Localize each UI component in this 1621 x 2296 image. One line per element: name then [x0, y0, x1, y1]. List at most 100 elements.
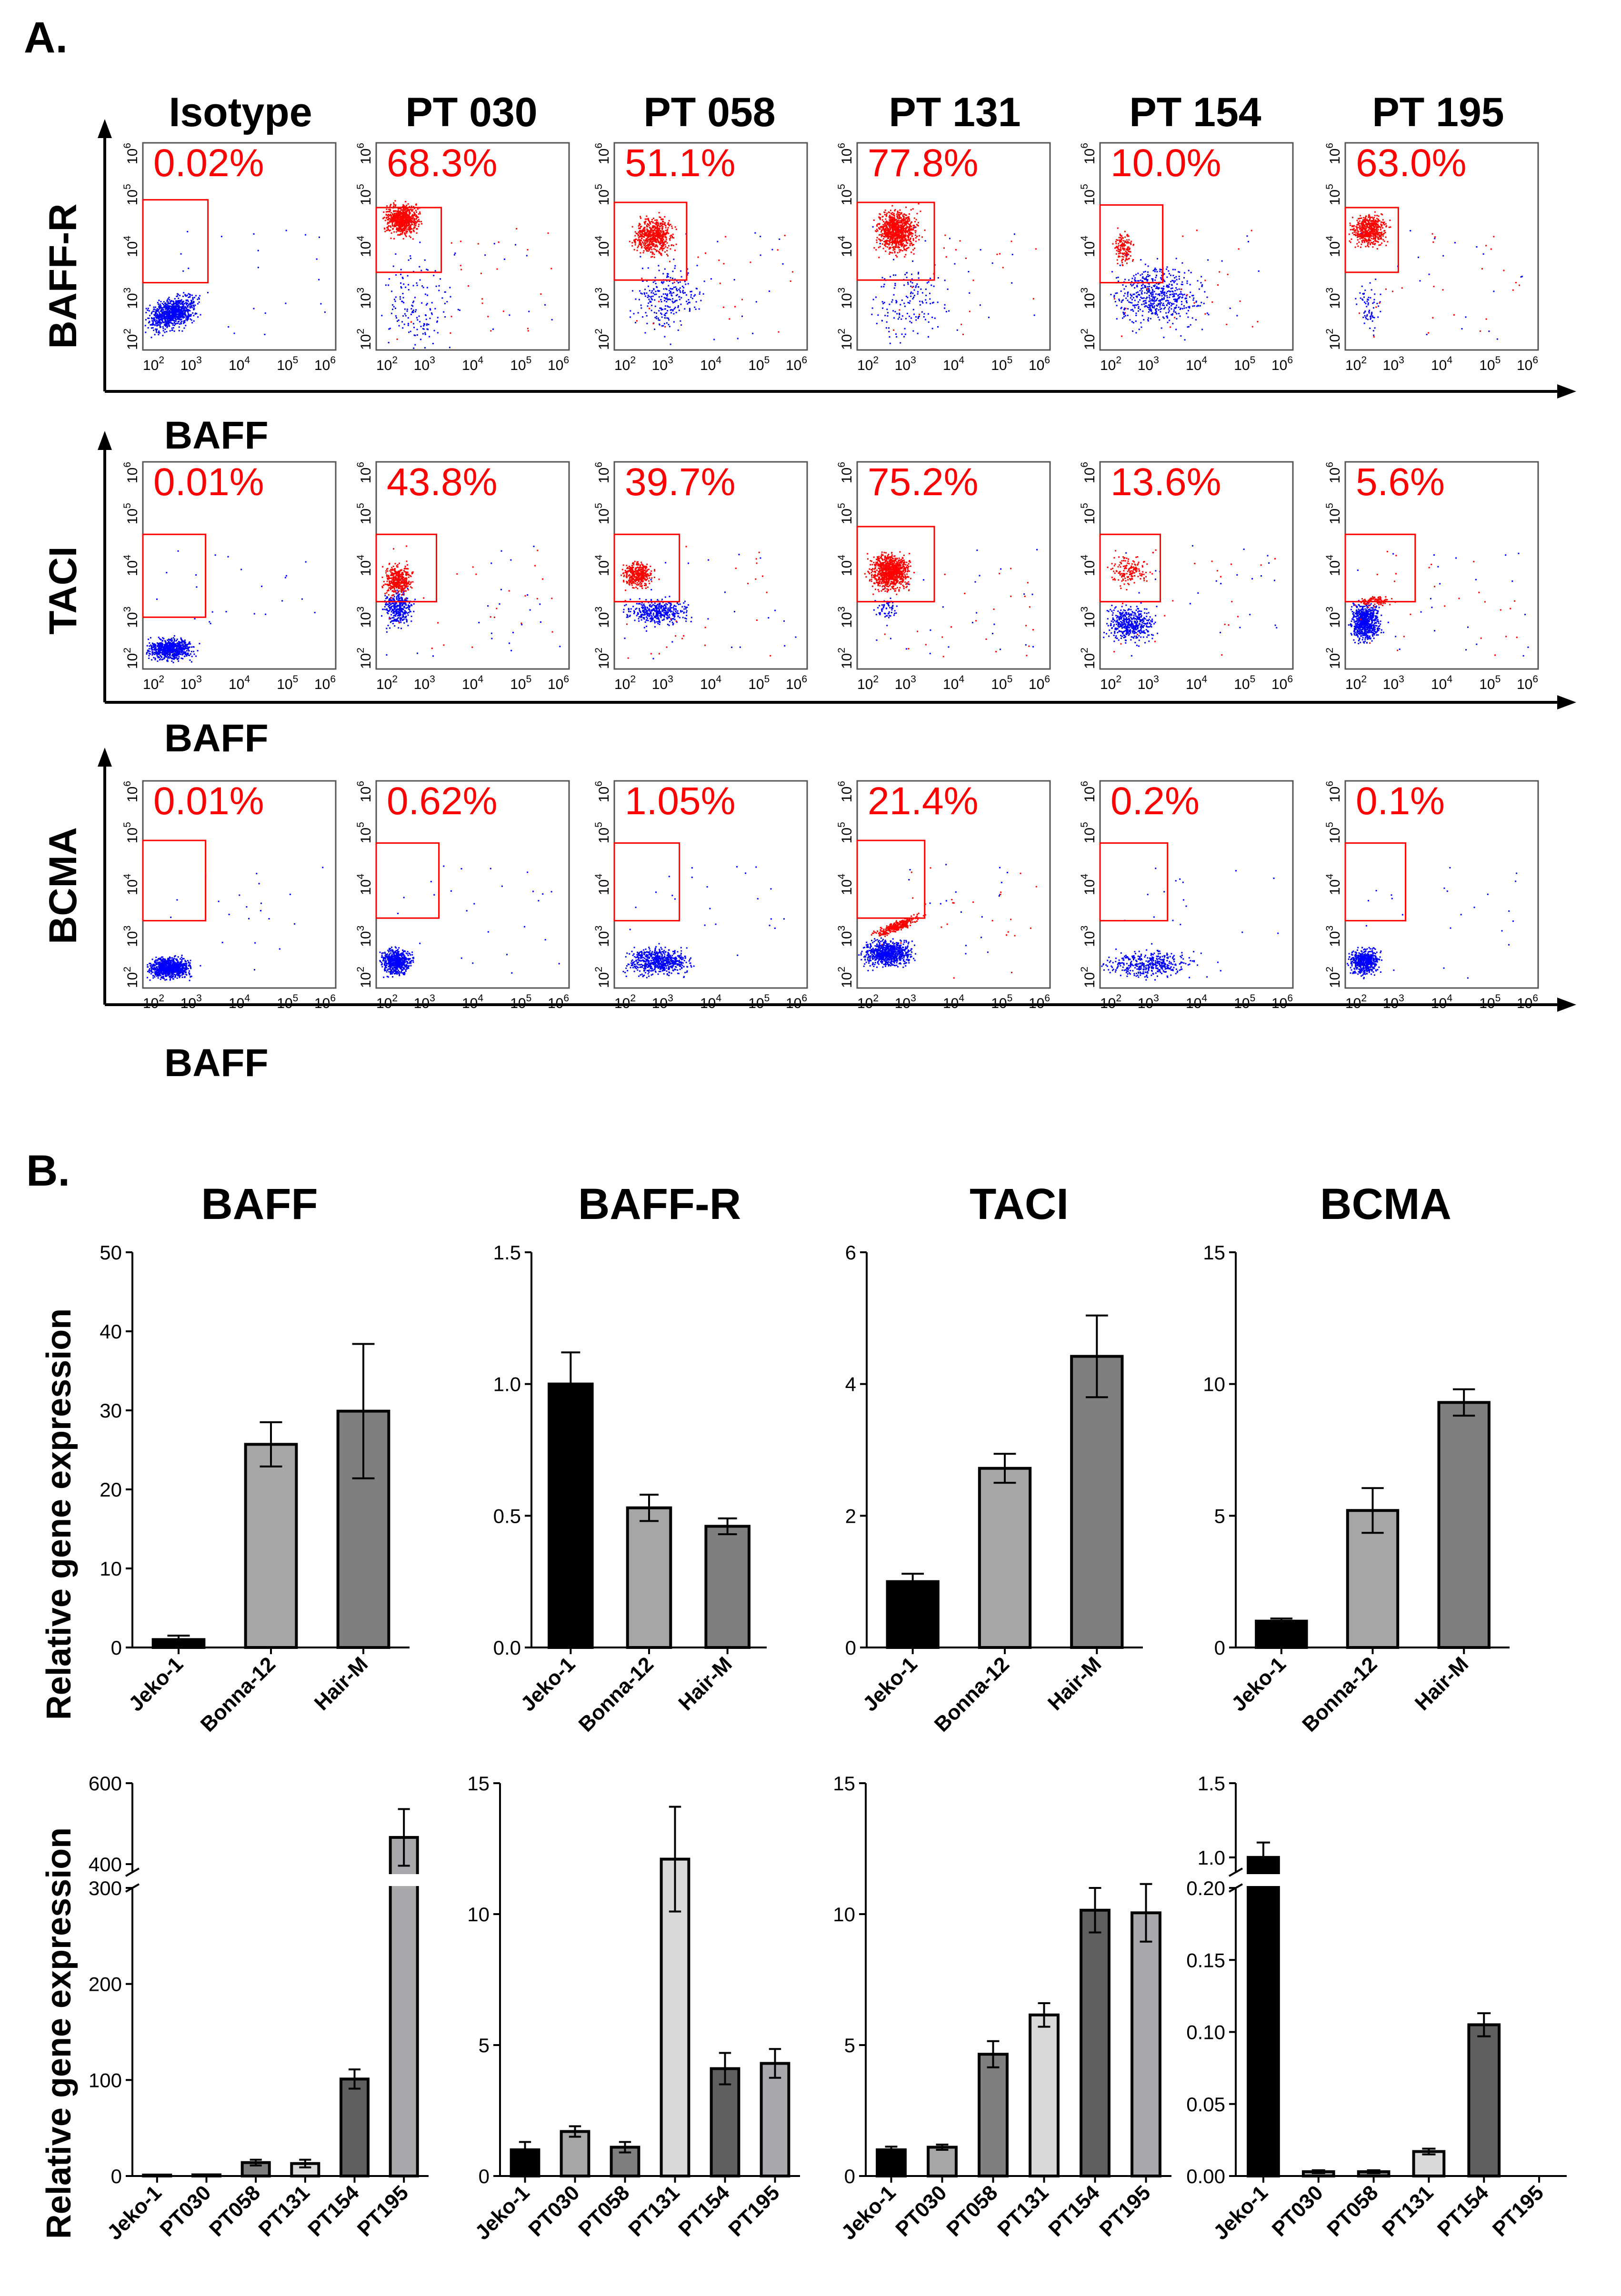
event-dot: [409, 231, 411, 233]
event-dot: [879, 243, 881, 245]
event-dot: [1198, 305, 1200, 307]
y-tick: 102: [593, 329, 612, 350]
event-dot: [900, 232, 902, 234]
event-dot: [1169, 291, 1171, 293]
event-dot: [640, 304, 642, 306]
event-dot: [656, 239, 658, 241]
event-dot: [1130, 251, 1131, 253]
event-dot: [889, 247, 891, 249]
event-dot: [158, 317, 160, 319]
event-dot: [919, 304, 921, 306]
event-dot: [887, 231, 889, 233]
event-dot: [651, 241, 653, 243]
event-dot: [1354, 246, 1356, 248]
event-dot: [1156, 312, 1158, 314]
event-dot: [181, 301, 183, 303]
event-dot: [889, 303, 891, 305]
event-dot: [1167, 286, 1169, 288]
event-dot: [181, 330, 183, 332]
event-dot: [1118, 245, 1120, 247]
event-dot: [903, 284, 905, 286]
event-dot: [1167, 290, 1169, 292]
event-dot: [161, 308, 163, 310]
event-dot: [406, 310, 408, 312]
event-dot: [652, 238, 654, 240]
event-dot: [670, 288, 671, 289]
event-dot: [900, 212, 902, 214]
event-dot: [1170, 274, 1171, 276]
event-dot: [1195, 300, 1197, 302]
event-dot: [1135, 312, 1137, 314]
event-dot: [1364, 311, 1366, 313]
event-dot: [393, 238, 395, 240]
event-dot: [917, 222, 919, 224]
event-dot: [147, 317, 149, 319]
event-dot: [665, 239, 667, 240]
event-dot: [1120, 245, 1121, 247]
event-dot: [897, 224, 899, 226]
event-dot: [393, 216, 395, 218]
event-dot: [1129, 319, 1131, 321]
event-dot: [903, 219, 905, 221]
event-dot: [1153, 285, 1155, 287]
event-dot: [387, 219, 389, 220]
event-dot: [415, 223, 417, 225]
event-dot: [174, 312, 176, 314]
event-dot: [897, 226, 899, 228]
event-dot: [156, 321, 158, 323]
event-dot: [1188, 306, 1190, 308]
event-dot: [418, 225, 420, 227]
event-dot: [791, 271, 793, 273]
event-dot: [396, 223, 398, 225]
event-dot: [1156, 275, 1158, 277]
event-dot: [199, 295, 201, 297]
event-dot: [320, 303, 322, 305]
event-dot: [1131, 281, 1133, 283]
event-dot: [184, 294, 186, 296]
event-dot: [884, 315, 886, 317]
event-dot: [1157, 288, 1159, 289]
event-dot: [192, 312, 194, 314]
event-dot: [911, 278, 913, 280]
event-dot: [918, 235, 920, 237]
event-dot: [1168, 273, 1170, 275]
event-dot: [1148, 307, 1150, 309]
event-dot: [175, 304, 177, 306]
event-dot: [1116, 246, 1118, 248]
event-dot: [634, 241, 636, 243]
event-dot: [634, 244, 636, 246]
event-dot: [909, 302, 911, 304]
event-dot: [687, 303, 689, 305]
tick-base: 10: [1138, 358, 1153, 373]
event-dot: [190, 294, 191, 296]
event-dot: [909, 239, 911, 241]
event-dot: [444, 316, 446, 318]
event-dot: [666, 301, 668, 303]
event-dot: [408, 224, 410, 226]
event-dot: [165, 310, 167, 312]
event-dot: [1013, 233, 1015, 235]
event-dot: [1126, 241, 1128, 243]
event-dot: [660, 223, 661, 225]
event-dot: [886, 224, 888, 226]
event-dot: [1118, 253, 1120, 255]
event-dot: [1171, 293, 1173, 295]
event-dot: [911, 242, 912, 244]
y-tick: 104: [593, 236, 612, 257]
event-dot: [667, 273, 669, 275]
event-dot: [1142, 300, 1144, 302]
event-dot: [902, 222, 904, 224]
event-dot: [170, 306, 172, 308]
event-dot: [1130, 242, 1132, 244]
event-dot: [956, 329, 958, 331]
event-dot: [410, 221, 411, 223]
event-dot: [1154, 279, 1156, 281]
event-dot: [408, 259, 410, 261]
event-dot: [1148, 296, 1150, 298]
event-dot: [416, 217, 418, 219]
event-dot: [639, 223, 641, 225]
event-dot: [669, 299, 670, 300]
event-dot: [1184, 339, 1186, 341]
event-dot: [389, 211, 390, 213]
event-dot: [1375, 223, 1377, 225]
